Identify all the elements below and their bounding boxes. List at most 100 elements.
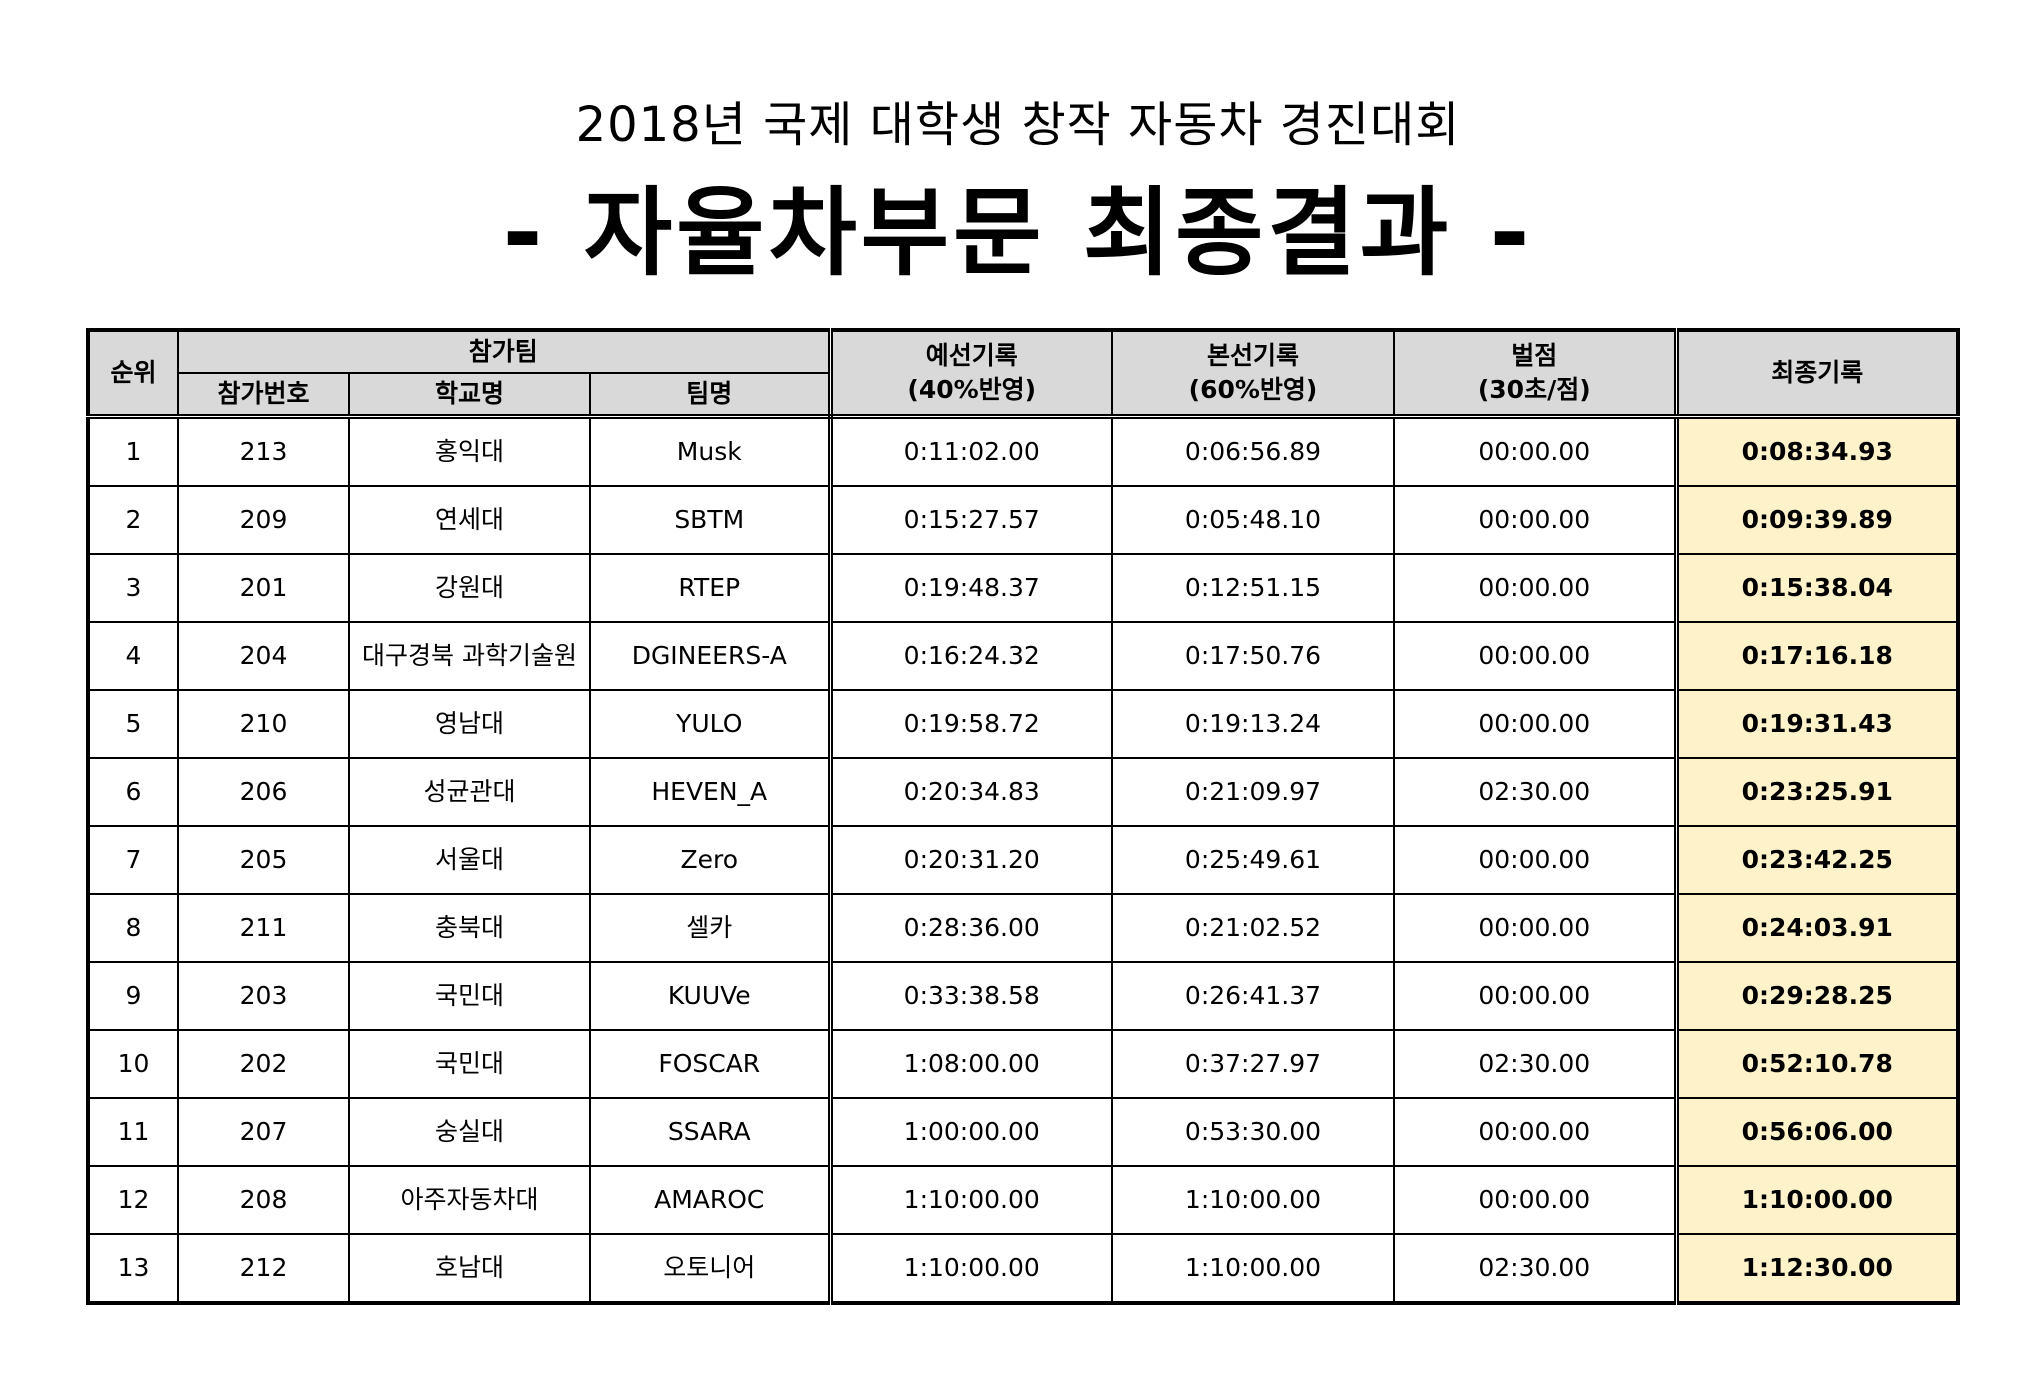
entry-no-cell: 212 [177,1233,350,1304]
rank-cell: 11 [87,1097,179,1167]
main-header-line2: (60%반영) [1188,375,1318,404]
rank-cell: 2 [87,485,179,555]
penalty-cell: 02:30.00 [1393,1233,1677,1304]
prelim-cell: 0:16:24.32 [827,621,1113,691]
entry-no-header: 참가번호 [177,372,350,419]
table-body: 1 213 홍익대 Musk 0:11:02.00 0:06:56.89 00:… [87,415,1959,1304]
final-cell: 0:23:42.25 [1673,825,1959,895]
penalty-cell: 00:00.00 [1393,689,1677,759]
entry-no-cell: 201 [177,553,350,623]
prelim-cell: 0:19:58.72 [827,689,1113,759]
entry-no-cell: 204 [177,621,350,691]
prelim-header-line1: 예선기록 [925,341,1018,370]
table-row: 5 210 영남대 YULO 0:19:58.72 0:19:13.24 00:… [87,689,1959,759]
main-cell: 0:26:41.37 [1111,961,1395,1031]
entry-no-cell: 208 [177,1165,350,1235]
team-cell: 오토니어 [589,1233,831,1304]
team-cell: YULO [589,689,831,759]
final-cell: 0:09:39.89 [1673,485,1959,555]
penalty-cell: 00:00.00 [1393,485,1677,555]
final-cell: 0:15:38.04 [1673,553,1959,623]
team-cell: FOSCAR [589,1029,831,1099]
school-cell: 영남대 [348,689,591,759]
main-cell: 0:12:51.15 [1111,553,1395,623]
team-cell: Zero [589,825,831,895]
rank-cell: 1 [87,415,179,487]
final-cell: 0:56:06.00 [1673,1097,1959,1167]
rank-cell: 9 [87,961,179,1031]
school-cell: 국민대 [348,961,591,1031]
final-cell: 0:23:25.91 [1673,757,1959,827]
final-cell: 0:52:10.78 [1673,1029,1959,1099]
main-cell: 0:05:48.10 [1111,485,1395,555]
team-group-header: 참가팀 [177,329,831,374]
team-cell: SBTM [589,485,831,555]
table-row: 13 212 호남대 오토니어 1:10:00.00 1:10:00.00 02… [87,1233,1959,1304]
final-cell: 0:24:03.91 [1673,893,1959,963]
rank-cell: 13 [87,1233,179,1304]
rank-cell: 10 [87,1029,179,1099]
table-row: 4 204 대구경북 과학기술원 DGINEERS-A 0:16:24.32 0… [87,621,1959,691]
school-cell: 대구경북 과학기술원 [348,621,591,691]
main-cell: 0:37:27.97 [1111,1029,1395,1099]
main-cell: 0:17:50.76 [1111,621,1395,691]
prelim-cell: 0:28:36.00 [827,893,1113,963]
prelim-cell: 1:00:00.00 [827,1097,1113,1167]
main-cell: 0:21:02.52 [1111,893,1395,963]
penalty-cell: 00:00.00 [1393,1165,1677,1235]
school-header: 학교명 [348,372,591,419]
final-cell: 0:17:16.18 [1673,621,1959,691]
table-row: 12 208 아주자동차대 AMAROC 1:10:00.00 1:10:00.… [87,1165,1959,1235]
main-cell: 0:25:49.61 [1111,825,1395,895]
table-row: 6 206 성균관대 HEVEN_A 0:20:34.83 0:21:09.97… [87,757,1959,827]
main-cell: 1:10:00.00 [1111,1165,1395,1235]
main-cell: 0:53:30.00 [1111,1097,1395,1167]
table-row: 1 213 홍익대 Musk 0:11:02.00 0:06:56.89 00:… [87,415,1959,487]
school-cell: 홍익대 [348,415,591,487]
page-title: - 자율차부문 최종결과 - [502,177,1534,289]
prelim-cell: 1:10:00.00 [827,1233,1113,1304]
school-cell: 서울대 [348,825,591,895]
prelim-header-line2: (40%반영) [907,375,1037,404]
team-cell: SSARA [589,1097,831,1167]
main-cell: 1:10:00.00 [1111,1233,1395,1304]
table-header: 순위 참가팀 예선기록 (40%반영) 본선기록 (60%반영) 벌점 (30초… [87,329,1959,419]
prelim-cell: 0:20:31.20 [827,825,1113,895]
main-cell: 0:06:56.89 [1111,415,1395,487]
final-cell: 0:19:31.43 [1673,689,1959,759]
penalty-cell: 02:30.00 [1393,1029,1677,1099]
penalty-cell: 00:00.00 [1393,1097,1677,1167]
main-header: 본선기록 (60%반영) [1111,329,1395,419]
penalty-cell: 00:00.00 [1393,621,1677,691]
school-cell: 아주자동차대 [348,1165,591,1235]
team-cell: RTEP [589,553,831,623]
prelim-cell: 0:15:27.57 [827,485,1113,555]
penalty-header-line1: 벌점 [1511,341,1558,370]
rank-cell: 4 [87,621,179,691]
entry-no-cell: 206 [177,757,350,827]
rank-cell: 8 [87,893,179,963]
prelim-header: 예선기록 (40%반영) [827,329,1113,419]
table-row: 8 211 충북대 셀카 0:28:36.00 0:21:02.52 00:00… [87,893,1959,963]
entry-no-cell: 202 [177,1029,350,1099]
rank-header: 순위 [87,329,179,419]
table-row: 7 205 서울대 Zero 0:20:31.20 0:25:49.61 00:… [87,825,1959,895]
entry-no-cell: 211 [177,893,350,963]
prelim-cell: 1:08:00.00 [827,1029,1113,1099]
school-cell: 연세대 [348,485,591,555]
main-cell: 0:19:13.24 [1111,689,1395,759]
penalty-cell: 00:00.00 [1393,893,1677,963]
rank-cell: 12 [87,1165,179,1235]
school-cell: 호남대 [348,1233,591,1304]
main-cell: 0:21:09.97 [1111,757,1395,827]
final-cell: 0:29:28.25 [1673,961,1959,1031]
final-cell: 1:10:00.00 [1673,1165,1959,1235]
rank-cell: 3 [87,553,179,623]
table-row: 10 202 국민대 FOSCAR 1:08:00.00 0:37:27.97 … [87,1029,1959,1099]
prelim-cell: 1:10:00.00 [827,1165,1113,1235]
penalty-cell: 00:00.00 [1393,415,1677,487]
school-cell: 성균관대 [348,757,591,827]
prelim-cell: 0:33:38.58 [827,961,1113,1031]
penalty-cell: 02:30.00 [1393,757,1677,827]
team-cell: AMAROC [589,1165,831,1235]
